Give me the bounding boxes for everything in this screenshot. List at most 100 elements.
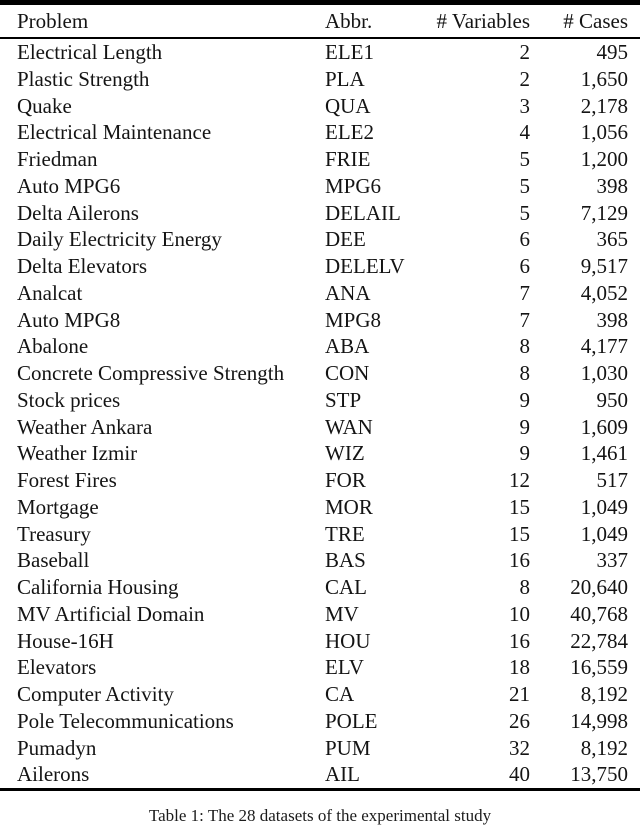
table-caption: Table 1: The 28 datasets of the experime…	[148, 806, 492, 825]
cell-cases: 16,559	[570, 655, 628, 680]
cell-problem: Electrical Maintenance	[17, 120, 212, 145]
table-row: Computer Activity CA 21 8,192	[0, 681, 640, 708]
cell-abbr: DELELV	[325, 254, 405, 278]
cell-problem: Weather Izmir	[17, 441, 138, 466]
cell-abbr: ELE2	[325, 120, 374, 145]
cell-variables: 8	[519, 334, 531, 359]
cell-cases: 337	[596, 548, 629, 573]
cell-variables: 3	[519, 93, 531, 118]
cell-variables: 8	[519, 575, 531, 599]
cell-abbr: FOR	[325, 468, 366, 492]
cell-variables: 9	[519, 441, 531, 466]
cell-abbr: DELAIL	[325, 200, 401, 225]
table-row: Delta Ailerons DELAIL 5 7,129	[0, 200, 640, 227]
table-row: California Housing CAL 8 20,640	[0, 574, 640, 601]
cell-cases: 22,784	[570, 628, 628, 653]
cell-problem: Auto MPG6	[17, 173, 121, 198]
table-row: Abalone ABA 8 4,177	[0, 333, 640, 360]
cell-problem: Analcat	[17, 280, 83, 305]
cell-variables: 8	[519, 361, 531, 385]
cell-variables: 6	[519, 254, 531, 278]
cell-cases: 4,052	[580, 280, 628, 305]
cell-problem: Stock prices	[17, 387, 121, 412]
cell-problem: Friedman	[17, 147, 98, 171]
cell-variables: 18	[509, 655, 530, 680]
cell-cases: 8,192	[580, 682, 628, 706]
cell-problem: Computer Activity	[17, 682, 174, 706]
cell-cases: 1,030	[580, 361, 628, 385]
cell-cases: 495	[596, 40, 629, 64]
cell-variables: 7	[519, 307, 531, 332]
cell-problem: Plastic Strength	[17, 66, 150, 91]
table-row: Plastic Strength PLA 2 1,650	[0, 66, 640, 93]
cell-abbr: MV	[325, 601, 359, 626]
table-row: Weather Ankara WAN 9 1,609	[0, 414, 640, 441]
cell-abbr: TRE	[325, 521, 365, 546]
datasets-table: Problem Abbr. # Variables # Cases Electr…	[0, 0, 640, 791]
table-row: House-16H HOU 16 22,784	[0, 628, 640, 655]
cell-problem: Electrical Length	[17, 40, 163, 64]
cell-cases: 14,998	[570, 708, 628, 733]
cell-cases: 950	[596, 387, 629, 412]
table-body: Electrical Length ELE1 2 495 Plastic Str…	[0, 38, 640, 790]
table-row: Electrical Length ELE1 2 495	[0, 38, 640, 66]
cell-variables: 10	[509, 601, 530, 626]
cell-variables: 4	[519, 120, 531, 145]
cell-abbr: CON	[325, 361, 370, 385]
cell-cases: 517	[596, 468, 629, 492]
cell-problem: Mortgage	[17, 494, 99, 519]
cell-cases: 1,461	[580, 441, 628, 466]
cell-problem: House-16H	[17, 628, 114, 653]
cell-abbr: CAL	[325, 575, 367, 599]
cell-cases: 4,177	[580, 334, 628, 359]
cell-cases: 365	[596, 227, 629, 252]
cell-cases: 1,650	[580, 66, 628, 91]
cell-abbr: ANA	[325, 280, 371, 305]
cell-variables: 16	[509, 548, 530, 573]
cell-variables: 9	[519, 414, 531, 439]
table-row: Elevators ELV 18 16,559	[0, 654, 640, 681]
cell-abbr: PUM	[325, 735, 371, 760]
header-row: Problem Abbr. # Variables # Cases	[0, 2, 640, 39]
cell-cases: 13,750	[570, 762, 628, 787]
cell-problem: Concrete Compressive Strength	[17, 361, 285, 385]
cell-problem: Baseball	[17, 548, 90, 573]
cell-problem: Delta Ailerons	[17, 200, 139, 225]
table-row: Ailerons AIL 40 13,750	[0, 761, 640, 789]
table-row: Friedman FRIE 5 1,200	[0, 146, 640, 173]
table-row: Concrete Compressive Strength CON 8 1,03…	[0, 360, 640, 387]
table-row: Electrical Maintenance ELE2 4 1,056	[0, 119, 640, 146]
cell-problem: Quake	[17, 93, 72, 118]
cell-abbr: ABA	[325, 334, 370, 359]
cell-variables: 12	[509, 468, 530, 492]
cell-abbr: ELV	[325, 655, 364, 680]
cell-problem: MV Artificial Domain	[17, 601, 205, 626]
cell-variables: 16	[509, 628, 530, 653]
cell-variables: 2	[519, 66, 531, 91]
column-header-cases: # Cases	[530, 2, 640, 39]
table-row: Stock prices STP 9 950	[0, 387, 640, 414]
table-row: Weather Izmir WIZ 9 1,461	[0, 440, 640, 467]
column-header-variables: # Variables	[430, 2, 530, 39]
cell-abbr: QUA	[325, 93, 371, 118]
cell-abbr: MPG6	[325, 173, 382, 198]
table-row: Daily Electricity Energy DEE 6 365	[0, 226, 640, 253]
table-row: Forest Fires FOR 12 517	[0, 467, 640, 494]
cell-cases: 1,049	[580, 521, 628, 546]
cell-problem: Forest Fires	[17, 468, 117, 492]
table-header: Problem Abbr. # Variables # Cases	[0, 2, 640, 39]
cell-problem: California Housing	[17, 575, 179, 599]
cell-variables: 5	[519, 173, 531, 198]
cell-abbr: HOU	[325, 628, 371, 653]
cell-abbr: MOR	[325, 494, 373, 519]
cell-cases: 20,640	[570, 575, 628, 599]
column-header-abbr: Abbr.	[325, 2, 430, 39]
cell-problem: Ailerons	[17, 762, 90, 787]
cell-variables: 5	[519, 147, 531, 171]
table-row: Pumadyn PUM 32 8,192	[0, 735, 640, 762]
cell-variables: 15	[509, 521, 530, 546]
cell-problem: Abalone	[17, 334, 89, 359]
cell-problem: Delta Elevators	[17, 254, 148, 278]
cell-problem: Elevators	[17, 655, 97, 680]
cell-problem: Treasury	[17, 521, 91, 546]
